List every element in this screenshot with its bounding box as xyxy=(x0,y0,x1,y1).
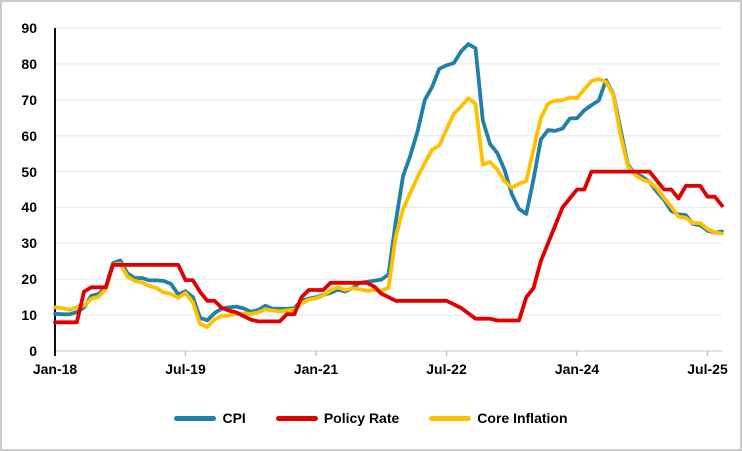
y-tick-label: 30 xyxy=(21,235,37,252)
y-tick-label: 60 xyxy=(21,127,37,144)
y-tick-label: 0 xyxy=(29,343,37,359)
legend-label-core-inflation: Core Inflation xyxy=(477,410,568,426)
policy-rate-line-swatch-icon xyxy=(275,415,318,421)
chart-legend: CPI Policy Rate Core Inflation xyxy=(2,410,740,426)
y-tick-label: 80 xyxy=(21,55,37,72)
y-tick-label: 90 xyxy=(21,19,37,36)
x-tick-label: Jul-25 xyxy=(687,361,728,377)
policy-rate-line xyxy=(53,169,724,325)
legend-item-core-inflation: Core Inflation xyxy=(429,410,568,426)
y-tick-label: 50 xyxy=(21,163,37,180)
legend-item-policy-rate: Policy Rate xyxy=(275,410,400,426)
y-tick-label: 70 xyxy=(21,91,37,108)
legend-item-cpi: CPI xyxy=(174,410,246,426)
x-tick-label: Jan-21 xyxy=(293,361,339,377)
y-tick-label: 40 xyxy=(21,199,37,216)
x-tick-label: Jul-19 xyxy=(165,361,206,377)
core-inflation-line-swatch-icon xyxy=(429,415,472,421)
x-tick-label: Jan-24 xyxy=(554,361,600,377)
legend-label-cpi: CPI xyxy=(222,410,246,426)
y-tick-label: 20 xyxy=(21,271,37,288)
legend-label-policy-rate: Policy Rate xyxy=(323,410,400,426)
x-tick-label: Jan-18 xyxy=(32,361,78,377)
y-tick-label: 10 xyxy=(21,307,37,324)
x-tick-label: Jul-22 xyxy=(426,361,467,377)
cpi-line-swatch-icon xyxy=(174,415,217,421)
core-inflation-line xyxy=(53,77,724,330)
